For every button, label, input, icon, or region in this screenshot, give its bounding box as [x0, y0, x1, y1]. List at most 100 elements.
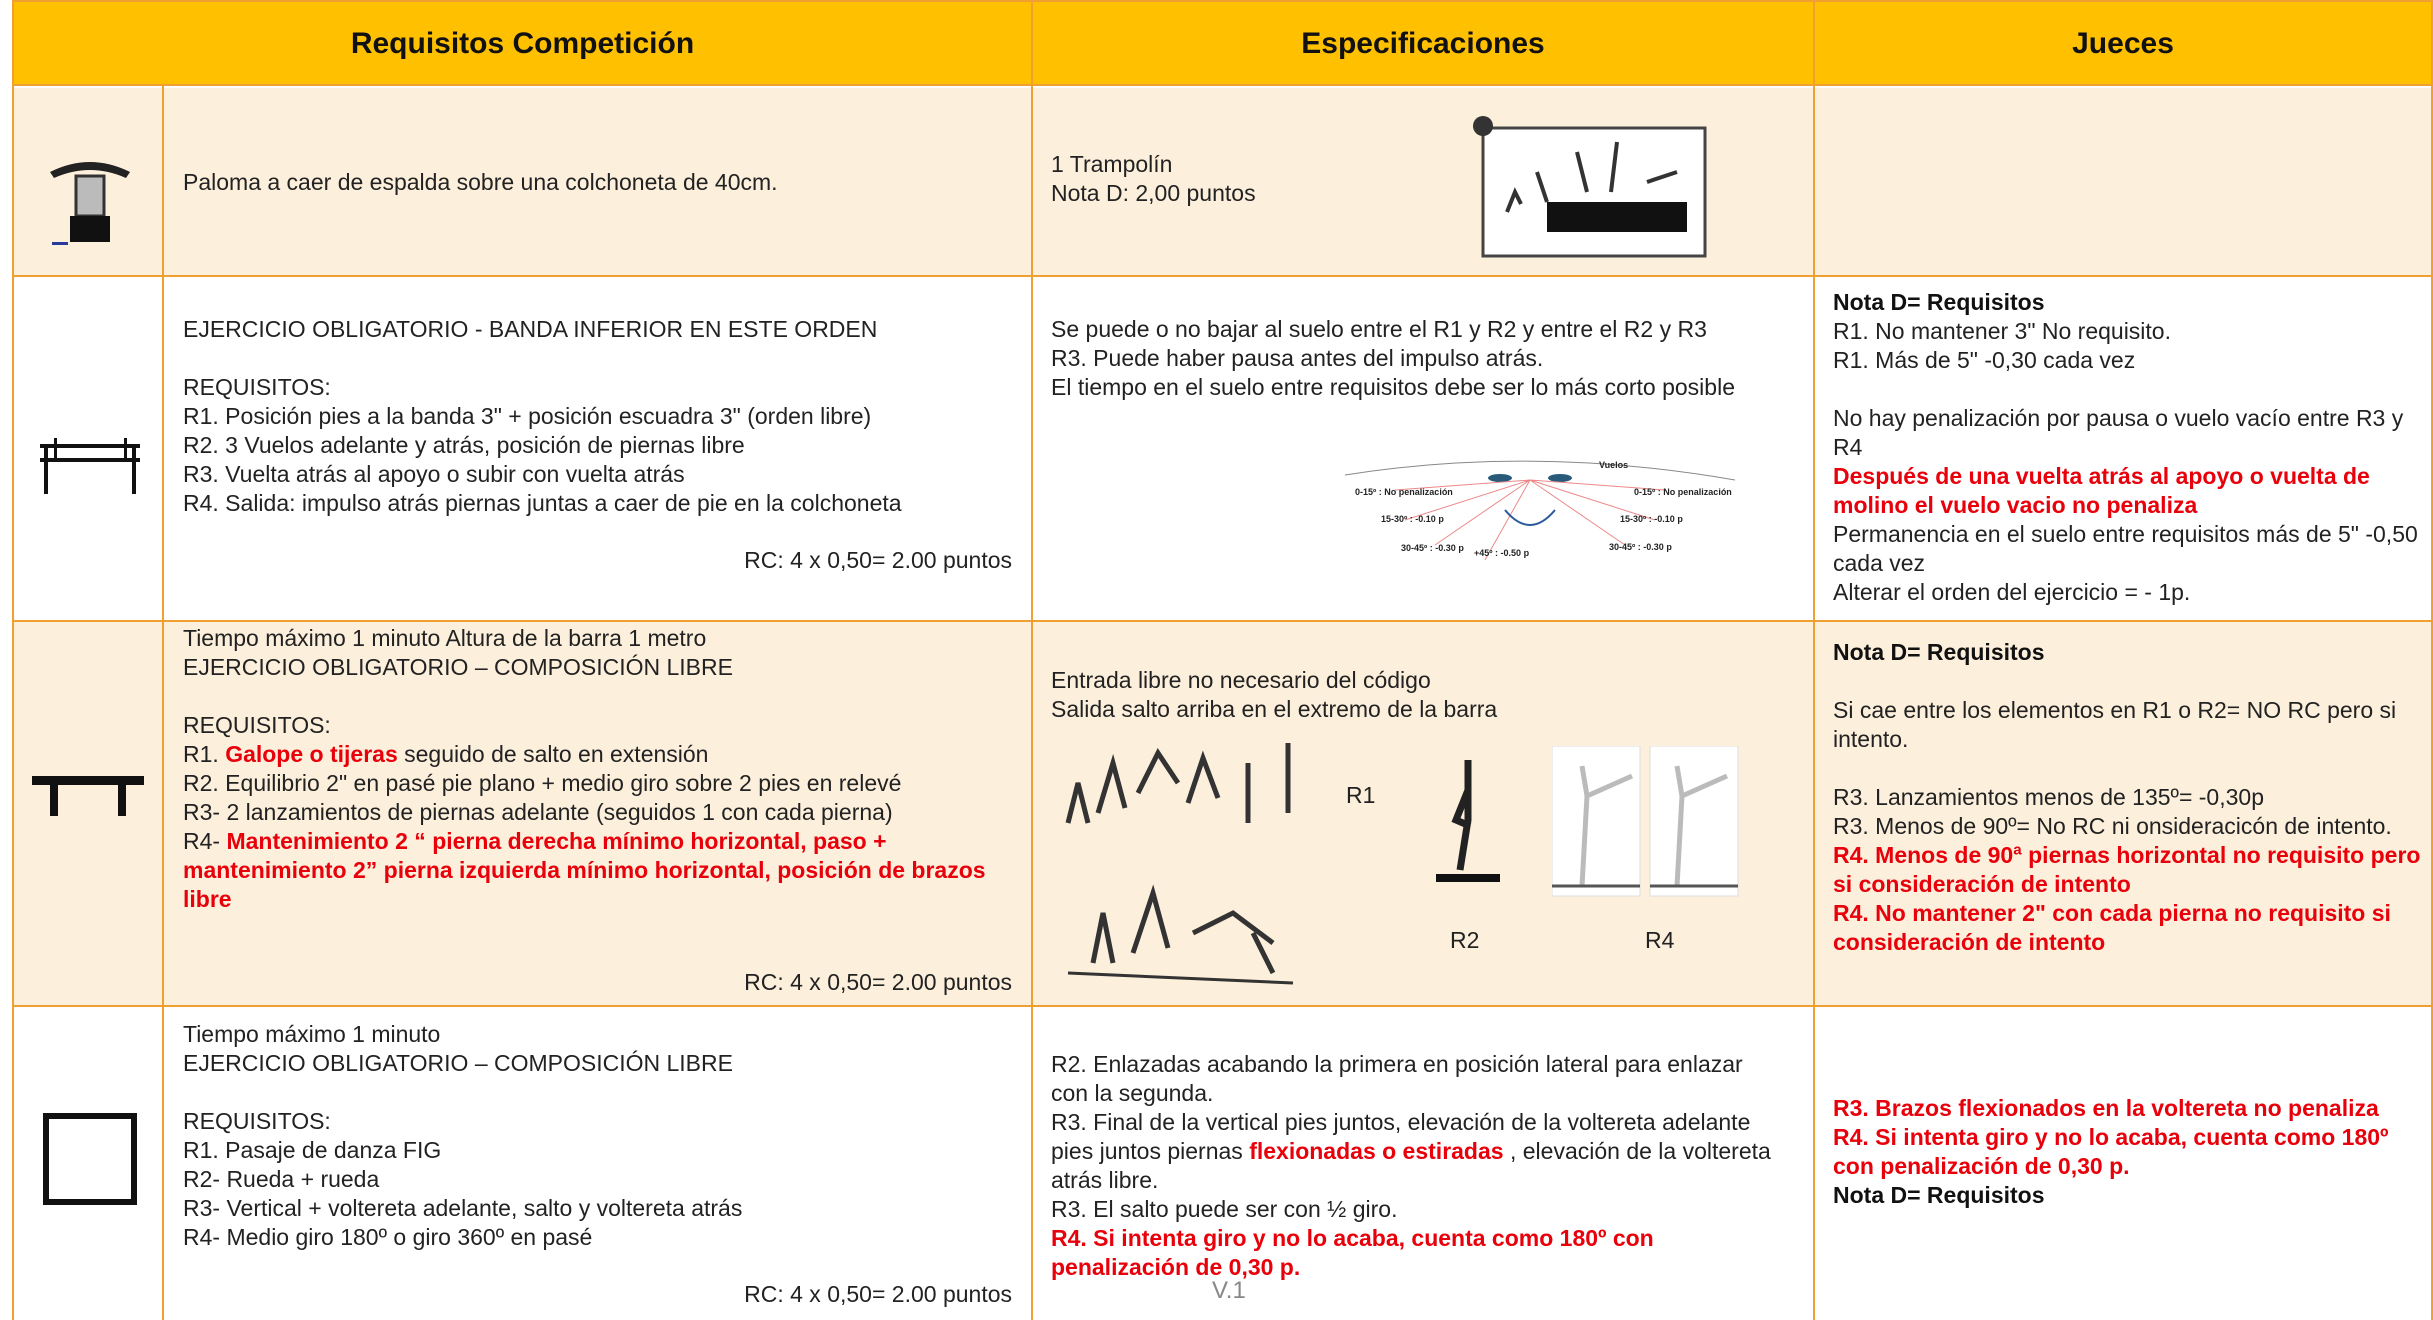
text-run: R3- 2 lanzamientos de piernas adelante (… [183, 799, 893, 825]
vault-icon [50, 162, 130, 245]
text-run: R3. Brazos flexionados en la voltereta n… [1833, 1095, 2379, 1121]
figure-label: 0-15º : No penalización [1634, 487, 1732, 497]
header-text: Especificaciones [1301, 26, 1545, 60]
figure-label: R2 [1450, 927, 1480, 953]
bars-icon [40, 438, 140, 494]
text-run: R3. Vuelta atrás al apoyo o subir con vu… [183, 461, 685, 487]
text-run: R4. Si intenta giro y no lo acaba, cuent… [1833, 1124, 2389, 1179]
paragraph: R2. Enlazadas acabando la primera en pos… [1051, 1050, 1781, 1108]
leap-figure [1067, 884, 1294, 985]
text-run: Nota D= Requisitos [1833, 1182, 2045, 1208]
text-run: Se puede o no bajar al suelo entre el R1… [1051, 316, 1707, 342]
paragraph: Nota D= Requisitos [1833, 288, 2425, 317]
text-run: Nota D= Requisitos [1833, 639, 2045, 665]
text-run: R4. Salida: impulso atrás piernas juntas… [183, 490, 902, 516]
paragraph: 1 Trampolín [1051, 150, 1781, 179]
text-run: R1. Más de 5" -0,30 cada vez [1833, 347, 2136, 373]
paragraph: Entrada libre no necesario del código [1051, 666, 1781, 695]
text-run: Alterar el orden del ejercicio = - 1p. [1833, 579, 2191, 605]
text-block: R3. Lanzamientos menos de 135º= -0,30p R3… [1833, 783, 2425, 957]
text-block: Si cae entre los elementos en R1 o R2= N… [1833, 696, 2425, 754]
cell-text: Tiempo máximo 1 minuto Altura de la barr… [183, 624, 1023, 914]
text-run: , elevación de la voltereta atrás libre. [1051, 1138, 1771, 1193]
text-run: R2. Equilibrio 2" en pasé pie plano + me… [183, 770, 902, 796]
text-run: Galope o tijeras [225, 741, 398, 767]
text-block: REQUISITOS: R1. Posición pies a la banda … [183, 373, 1023, 518]
paragraph: R3. Menos de 90º= No RC ni onsideracicón… [1833, 812, 2425, 841]
text-run: R4. No mantener 2" con cada pierna no re… [1833, 900, 2391, 955]
header-text: Requisitos Competición [350, 26, 695, 60]
paragraph: R1. Más de 5" -0,30 cada vez [1833, 346, 2425, 375]
header-text: Jueces [2072, 26, 2174, 60]
paragraph: R4- Medio giro 180º o giro 360º en pasé [183, 1223, 1023, 1252]
header-cell: Jueces [1813, 0, 2433, 86]
text-run: REQUISITOS: [183, 1108, 331, 1134]
paragraph: El tiempo en el suelo entre requisitos d… [1051, 373, 1781, 402]
beam-icon [32, 776, 144, 816]
paragraph: Nota D: 2,00 puntos [1051, 179, 1781, 208]
text-run: seguido de salto en extensión [397, 741, 709, 767]
text-block: 1 Trampolín Nota D: 2,00 puntos [1051, 150, 1781, 208]
paragraph: R4- Mantenimiento 2 “ pierna derecha mín… [183, 827, 1023, 914]
text-run: R2. 3 Vuelos adelante y atrás, posición … [183, 432, 745, 458]
figure-label: R1 [1346, 782, 1376, 808]
border [2431, 86, 2433, 1320]
paragraph: Después de una vuelta atrás al apoyo o v… [1833, 462, 2425, 520]
text-block: Nota D= Requisitos [1833, 638, 2425, 667]
row-bg [12, 621, 2433, 1006]
text-block: R3. Brazos flexionados en la voltereta n… [1833, 1094, 2425, 1210]
figure-label: 0-15º : No penalización [1355, 487, 1453, 497]
paragraph: R4. No mantener 2" con cada pierna no re… [1833, 899, 2425, 957]
text-run: R4. Si intenta giro y no lo acaba, cuent… [1051, 1225, 1654, 1280]
floor-icon [43, 1113, 137, 1205]
paragraph: Paloma a caer de espalda sobre una colch… [183, 168, 1023, 197]
swing-diagram [1344, 460, 1736, 561]
text-run: flexionadas o estiradas [1249, 1138, 1504, 1164]
header-cell: Especificaciones [1031, 0, 1815, 86]
text-run: Paloma a caer de espalda sobre una colch… [183, 169, 778, 195]
cell-text: R2. Enlazadas acabando la primera en pos… [1051, 1050, 1781, 1282]
paragraph: Alterar el orden del ejercicio = - 1p. [1833, 578, 2425, 607]
text-block: EJERCICIO OBLIGATORIO - BANDA INFERIOR E… [183, 315, 1023, 344]
text-run: EJERCICIO OBLIGATORIO - BANDA INFERIOR E… [183, 316, 878, 342]
cell-text: Entrada libre no necesario del código Sal… [1051, 666, 1781, 724]
cell-text: R3. Brazos flexionados en la voltereta n… [1833, 1094, 2425, 1210]
paragraph: R3. Puede haber pausa antes del impulso … [1051, 344, 1781, 373]
row-bg [12, 88, 2433, 276]
paragraph: R3. El salto puede ser con ½ giro. [1051, 1195, 1781, 1224]
text-run: 1 Trampolín [1051, 151, 1173, 177]
text-run: Después de una vuelta atrás al apoyo o v… [1833, 463, 2370, 518]
text-block: Se puede o no bajar al suelo entre el R1… [1051, 315, 1781, 402]
paragraph: R3. Vuelta atrás al apoyo o subir con vu… [183, 460, 1023, 489]
paragraph: Nota D= Requisitos [1833, 638, 2425, 667]
text-block: No hay penalización por pausa o vuelo va… [1833, 404, 2425, 607]
paragraph: Tiempo máximo 1 minuto [183, 1020, 1023, 1049]
text-run: No hay penalización por pausa o vuelo va… [1833, 405, 2404, 460]
text-block: REQUISITOS: R1. Pasaje de danza FIG R2- Ru… [183, 1107, 1023, 1252]
text-run: R4- [183, 828, 227, 854]
cell-text: EJERCICIO OBLIGATORIO - BANDA INFERIOR E… [183, 315, 1023, 518]
footer: V.1 [1212, 1277, 1246, 1304]
paragraph: R1. Galope o tijeras seguido de salto en… [183, 740, 1023, 769]
border [1031, 86, 1033, 1320]
figure-label: 15-30º : -0.10 p [1381, 514, 1444, 524]
text-run: R2- Rueda + rueda [183, 1166, 380, 1192]
text-run: REQUISITOS: [183, 374, 331, 400]
paragraph: R2. Equilibrio 2" en pasé pie plano + me… [183, 769, 1023, 798]
text-block: REQUISITOS: R1. Galope o tijeras seguido … [183, 711, 1023, 914]
paragraph: REQUISITOS: [183, 373, 1023, 402]
rc-text: RC: 4 x 0,50= 2.00 puntos [744, 547, 1012, 573]
text-run: R3- Vertical + voltereta adelante, salto… [183, 1195, 743, 1221]
border [12, 1005, 2433, 1007]
cell-text: 1 Trampolín Nota D: 2,00 puntos [1051, 150, 1781, 208]
paragraph: EJERCICIO OBLIGATORIO – COMPOSICIÓN LIBR… [183, 1049, 1023, 1078]
border [12, 275, 2433, 277]
header-cell: Requisitos Competición [12, 0, 1033, 86]
text-block: Tiempo máximo 1 minuto EJERCICIO OBLIGATO… [183, 1020, 1023, 1078]
text-run: R4- Medio giro 180º o giro 360º en pasé [183, 1224, 593, 1250]
text-run: R1. No mantener 3" No requisito. [1833, 318, 2171, 344]
text-run: Nota D: 2,00 puntos [1051, 180, 1256, 206]
paragraph: R3- 2 lanzamientos de piernas adelante (… [183, 798, 1023, 827]
cell-text: Paloma a caer de espalda sobre una colch… [183, 168, 1023, 197]
vault-figure [1473, 116, 1707, 258]
